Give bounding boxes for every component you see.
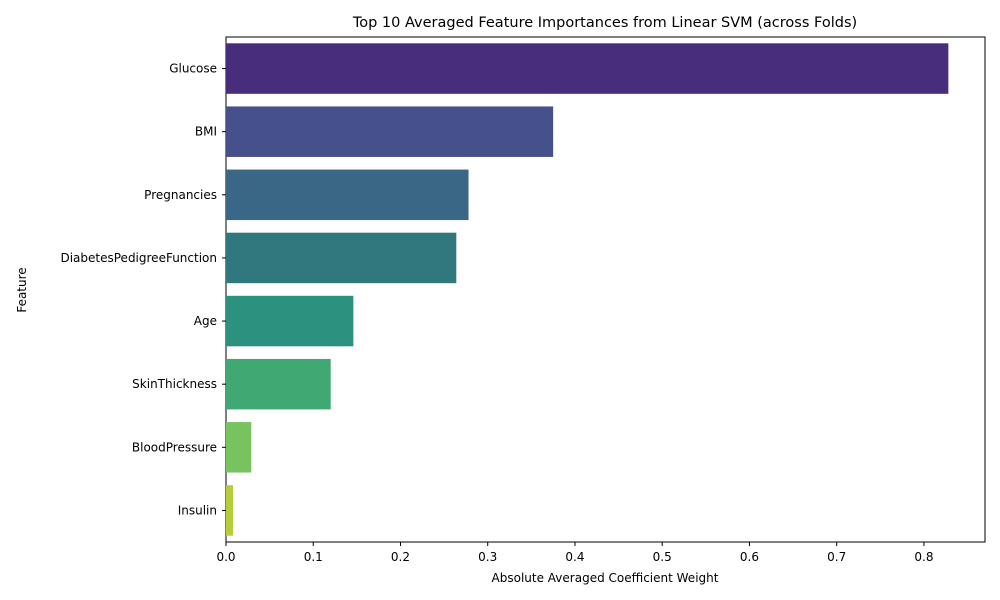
bar-age bbox=[226, 295, 354, 347]
y-axis-ticks: Glucose BMI Pregnancies DiabetesPedigreeFun… bbox=[60, 62, 226, 517]
plot-frame bbox=[225, 36, 986, 543]
bar-bmi bbox=[226, 106, 554, 157]
y-axis-title: Feature bbox=[15, 267, 29, 312]
y-tick-label: Glucose bbox=[169, 62, 217, 76]
bar-skinthickness bbox=[226, 358, 331, 410]
x-tick-label: 0.3 bbox=[478, 550, 497, 564]
y-tick-label: Age bbox=[194, 314, 217, 328]
x-axis-title: Absolute Averaged Coefficient Weight bbox=[492, 571, 719, 585]
x-tick-label: 0.7 bbox=[827, 550, 846, 564]
x-tick-label: 0.0 bbox=[216, 550, 235, 564]
bar-series bbox=[226, 43, 949, 536]
y-tick-label: DiabetesPedigreeFunction bbox=[60, 251, 217, 265]
x-tick-label: 0.1 bbox=[304, 550, 323, 564]
chart-title: Top 10 Averaged Feature Importances from… bbox=[352, 15, 857, 31]
bar-insulin bbox=[226, 485, 233, 536]
x-tick-label: 0.4 bbox=[565, 550, 584, 564]
x-axis-ticks: 0.0 0.1 0.2 0.3 0.4 0.5 0.6 0.7 0.8 bbox=[216, 542, 933, 564]
bar-bloodpressure bbox=[226, 422, 252, 473]
plot-area bbox=[225, 36, 986, 543]
x-tick-label: 0.5 bbox=[653, 550, 672, 564]
x-tick-label: 0.2 bbox=[391, 550, 410, 564]
bar-diabetespedigreefunction bbox=[226, 232, 457, 284]
y-tick-label: Pregnancies bbox=[144, 188, 217, 202]
x-tick-label: 0.6 bbox=[740, 550, 759, 564]
x-tick-label: 0.8 bbox=[914, 550, 933, 564]
bar-glucose bbox=[226, 43, 949, 94]
y-tick-label: BMI bbox=[195, 125, 217, 139]
y-tick-label: SkinThickness bbox=[132, 377, 217, 391]
y-tick-label: BloodPressure bbox=[132, 440, 217, 454]
bar-pregnancies bbox=[226, 169, 469, 221]
y-tick-label: Insulin bbox=[178, 503, 217, 517]
